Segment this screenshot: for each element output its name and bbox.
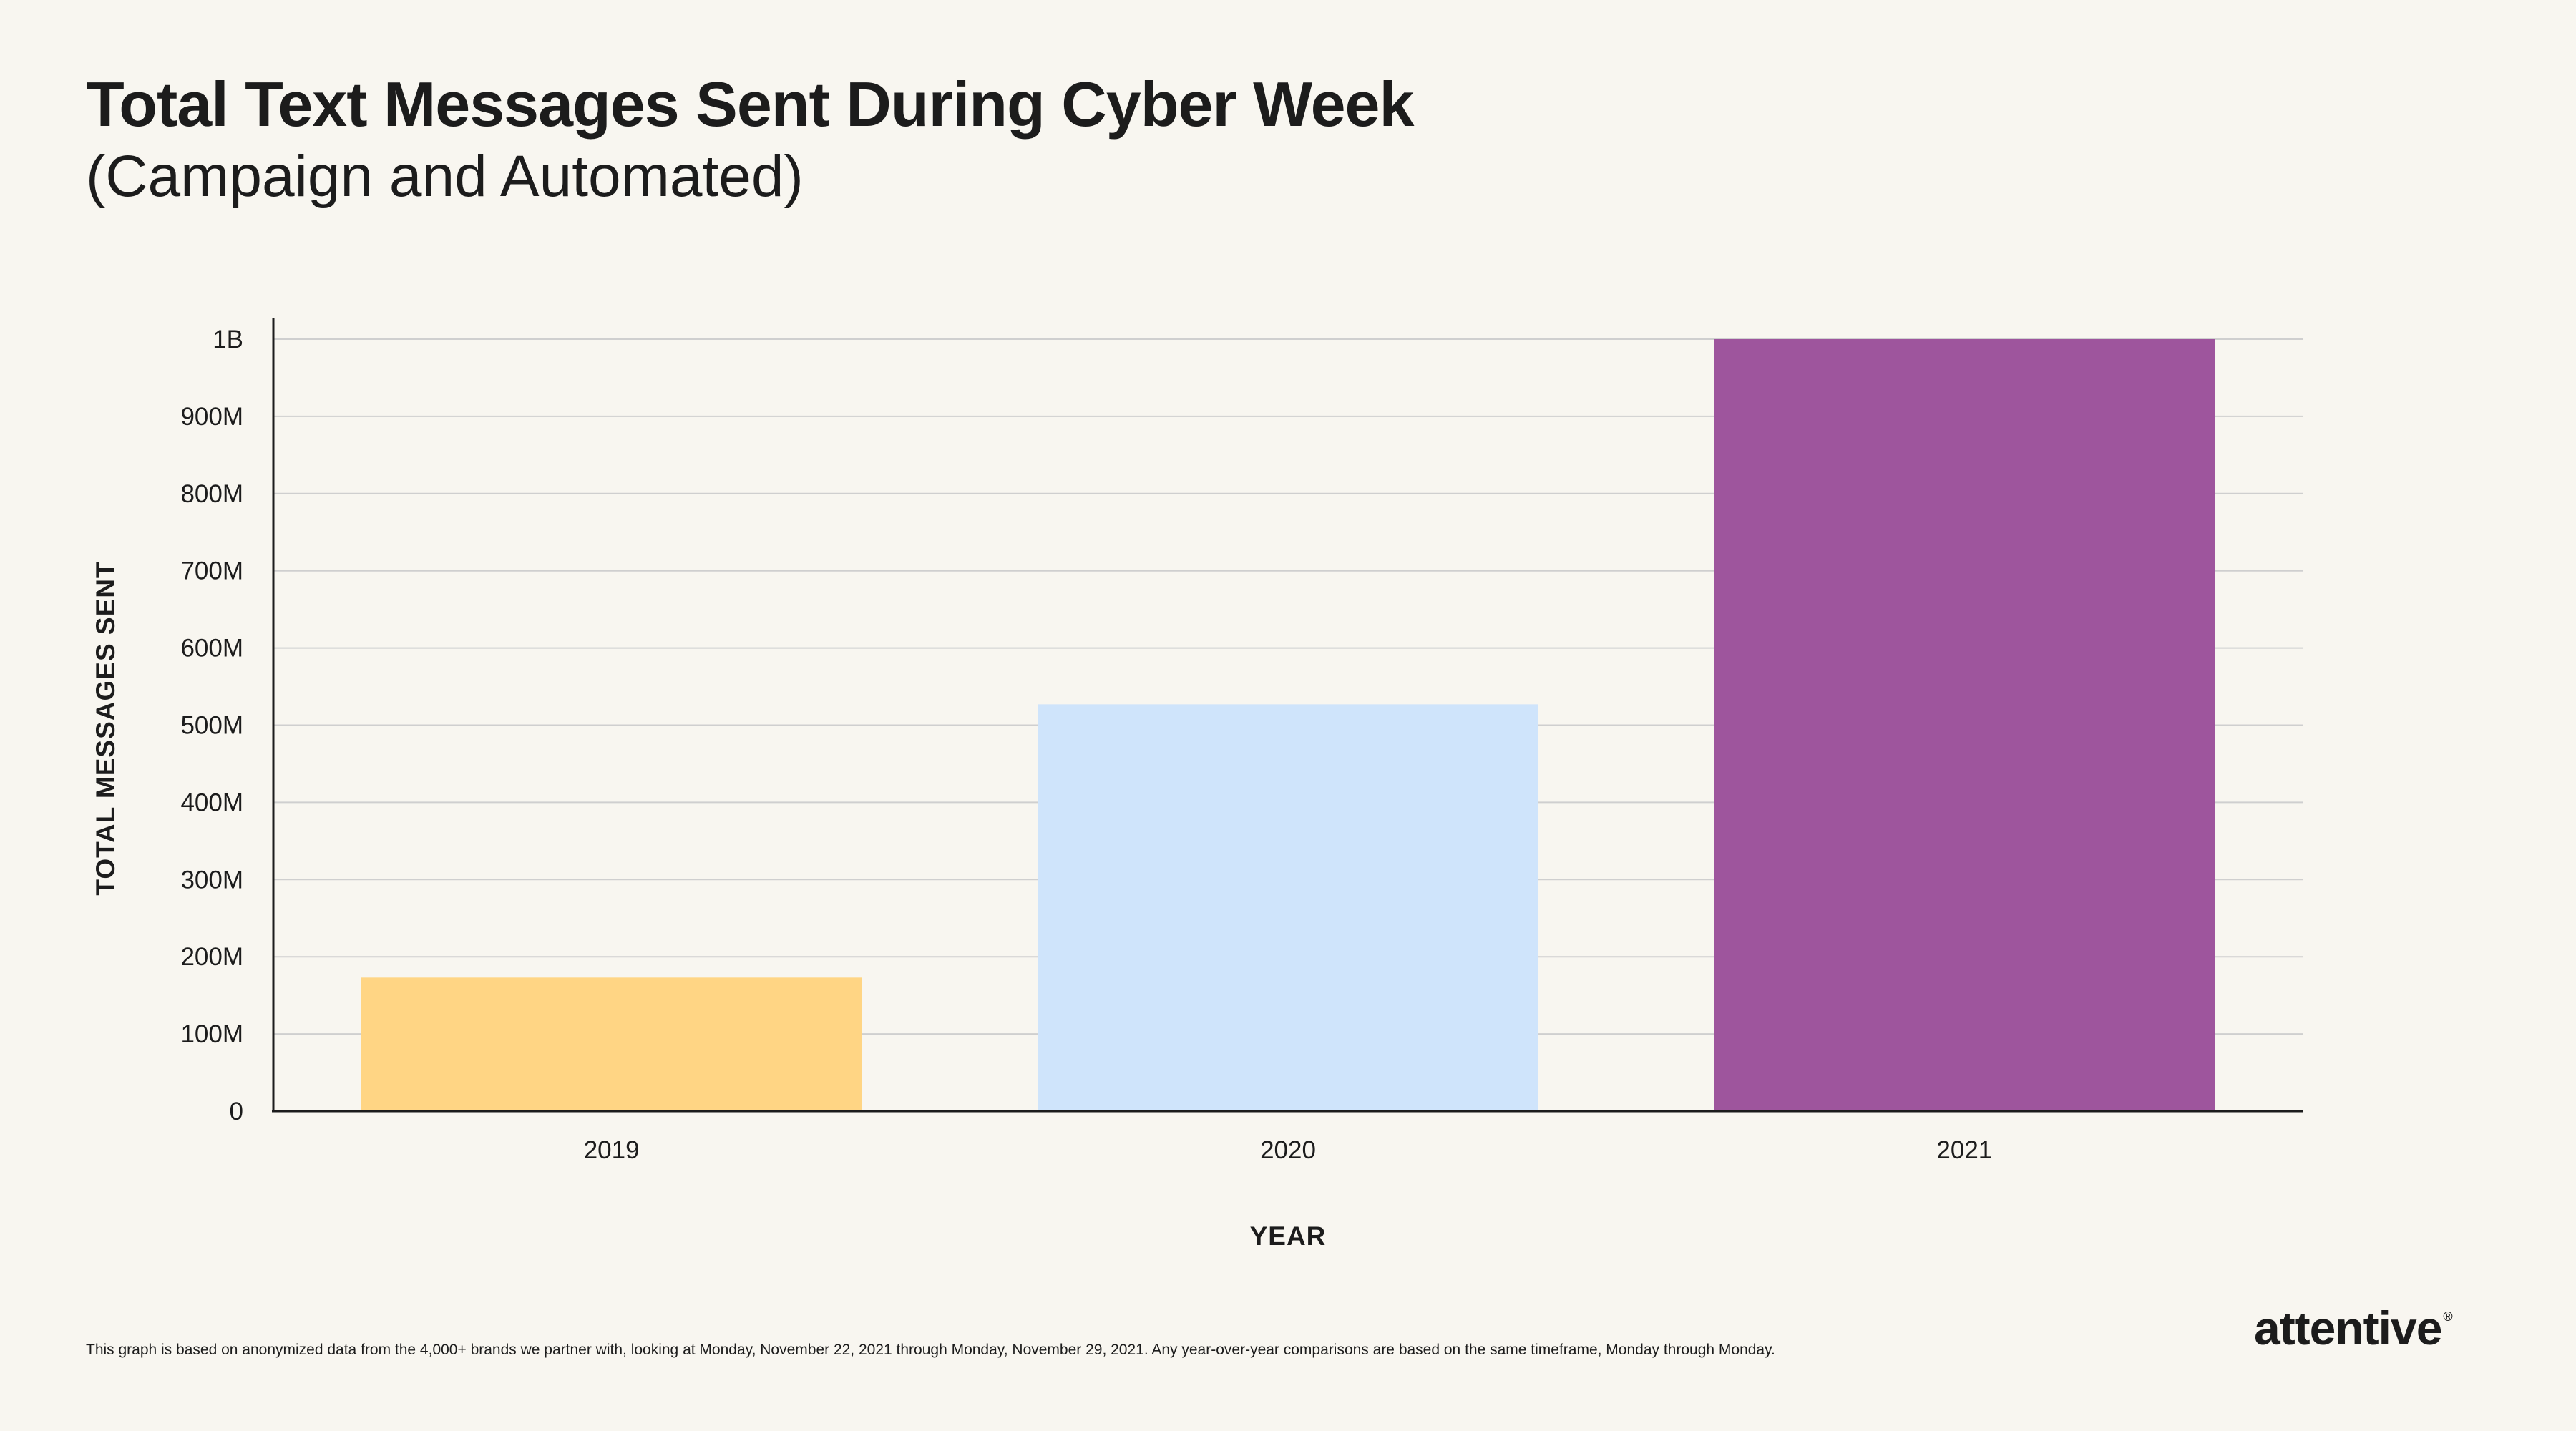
brand-logo-text: attentive xyxy=(2254,1301,2442,1354)
y-tick-label: 900M xyxy=(180,403,243,431)
y-axis-label: TOTAL MESSAGES SENT xyxy=(91,561,120,895)
x-tick-label: 2019 xyxy=(584,1136,640,1164)
bar-2021 xyxy=(1714,339,2215,1111)
y-tick-label: 500M xyxy=(180,712,243,740)
y-tick-label: 100M xyxy=(180,1020,243,1048)
bars xyxy=(361,339,2215,1111)
x-tick-label: 2021 xyxy=(1936,1136,1992,1164)
footnote: This graph is based on anonymized data f… xyxy=(86,1342,1775,1358)
y-tick-label: 0 xyxy=(230,1098,243,1125)
registered-mark: ® xyxy=(2443,1309,2452,1324)
y-tick-label: 300M xyxy=(180,866,243,894)
chart-subtitle: (Campaign and Automated) xyxy=(86,144,804,209)
y-tick-label: 800M xyxy=(180,480,243,508)
y-tick-label: 200M xyxy=(180,943,243,971)
y-tick-labels: 0 100M 200M 300M 400M 500M 600M 700M 800M 900M 1B xyxy=(180,326,243,1125)
x-axis-label: YEAR xyxy=(1250,1221,1327,1251)
bar-2020 xyxy=(1038,704,1538,1111)
y-tick-label: 600M xyxy=(180,635,243,663)
bar-2019 xyxy=(361,977,862,1111)
y-tick-label: 700M xyxy=(180,557,243,585)
x-tick-label: 2020 xyxy=(1260,1136,1316,1164)
brand-logo: attentive ® xyxy=(2254,1301,2453,1355)
y-tick-label: 400M xyxy=(180,788,243,816)
y-tick-label: 1B xyxy=(213,326,243,353)
x-tick-labels: 2019 2020 2021 xyxy=(584,1136,1993,1164)
chart-title: Total Text Messages Sent During Cyber We… xyxy=(86,69,1414,140)
axes xyxy=(272,318,2303,1113)
